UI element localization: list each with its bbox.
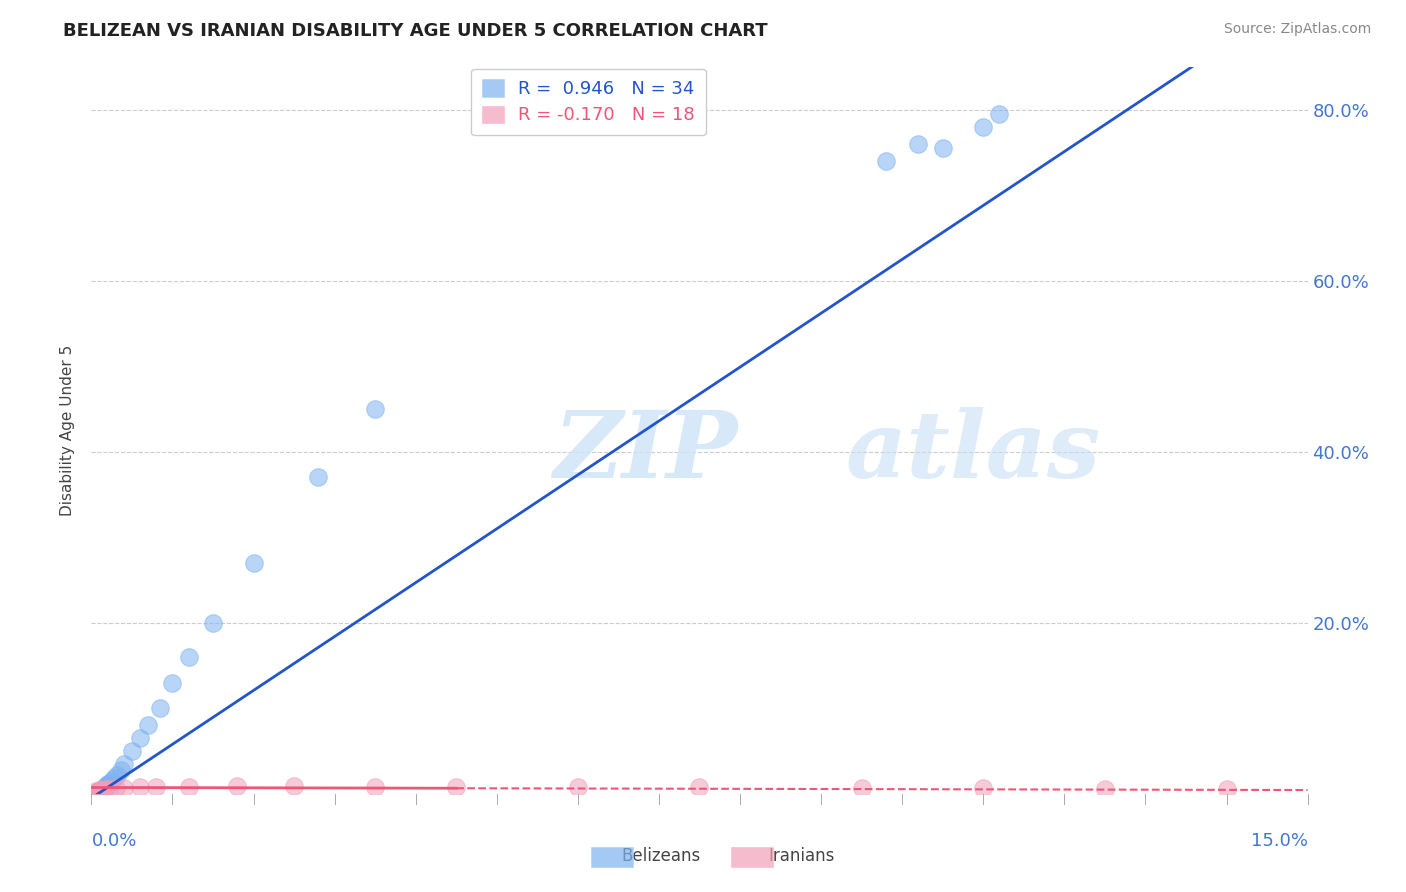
Point xyxy=(931,141,953,155)
Point xyxy=(177,650,200,665)
Point xyxy=(972,781,994,796)
Point xyxy=(444,780,467,794)
Point xyxy=(90,783,112,797)
Point xyxy=(688,780,710,795)
Point xyxy=(94,780,117,794)
Point xyxy=(988,107,1011,121)
Point xyxy=(145,780,167,794)
Point xyxy=(98,776,121,790)
Text: atlas: atlas xyxy=(845,408,1101,497)
Text: Belizeans: Belizeans xyxy=(621,847,700,865)
Point xyxy=(307,470,329,484)
Point xyxy=(851,780,873,795)
Point xyxy=(91,782,114,797)
Point xyxy=(110,763,132,777)
Point xyxy=(93,781,115,796)
Point xyxy=(105,768,128,782)
Point xyxy=(94,782,117,797)
Point xyxy=(129,780,152,795)
Point xyxy=(91,782,114,797)
Point xyxy=(136,718,159,732)
Point xyxy=(875,153,897,168)
Text: 0.0%: 0.0% xyxy=(91,832,136,850)
Text: Source: ZipAtlas.com: Source: ZipAtlas.com xyxy=(1223,22,1371,37)
Point xyxy=(283,779,305,793)
Point xyxy=(242,556,264,570)
Point xyxy=(89,783,111,797)
Point xyxy=(97,777,120,791)
Point xyxy=(94,779,117,793)
Point xyxy=(112,780,135,795)
Point xyxy=(89,784,111,798)
Point xyxy=(112,756,135,771)
Text: 15.0%: 15.0% xyxy=(1250,832,1308,850)
Text: ZIP: ZIP xyxy=(554,408,738,497)
Point xyxy=(177,780,200,794)
Point xyxy=(87,785,110,799)
Legend: R =  0.946   N = 34, R = -0.170   N = 18: R = 0.946 N = 34, R = -0.170 N = 18 xyxy=(471,69,706,136)
Point xyxy=(364,780,387,794)
Point xyxy=(90,783,112,797)
Point xyxy=(567,780,589,795)
Point xyxy=(89,785,111,799)
Point xyxy=(1215,782,1237,797)
Text: BELIZEAN VS IRANIAN DISABILITY AGE UNDER 5 CORRELATION CHART: BELIZEAN VS IRANIAN DISABILITY AGE UNDER… xyxy=(63,22,768,40)
Point xyxy=(103,772,125,786)
Text: Iranians: Iranians xyxy=(768,847,835,865)
Point xyxy=(87,784,110,798)
Point xyxy=(149,701,172,715)
Point xyxy=(364,402,387,417)
Point xyxy=(162,675,184,690)
Point xyxy=(87,784,110,798)
Point xyxy=(96,778,118,792)
Y-axis label: Disability Age Under 5: Disability Age Under 5 xyxy=(60,345,76,516)
Point xyxy=(226,779,249,793)
Point xyxy=(93,780,115,795)
Point xyxy=(129,731,152,746)
Point xyxy=(1094,781,1116,796)
Point xyxy=(202,615,225,630)
Point xyxy=(972,120,994,134)
Point xyxy=(104,781,127,796)
Point xyxy=(90,783,112,797)
Point xyxy=(907,136,929,151)
Point xyxy=(84,784,107,798)
Point xyxy=(100,774,122,789)
Point xyxy=(121,744,143,758)
Point xyxy=(98,781,121,796)
